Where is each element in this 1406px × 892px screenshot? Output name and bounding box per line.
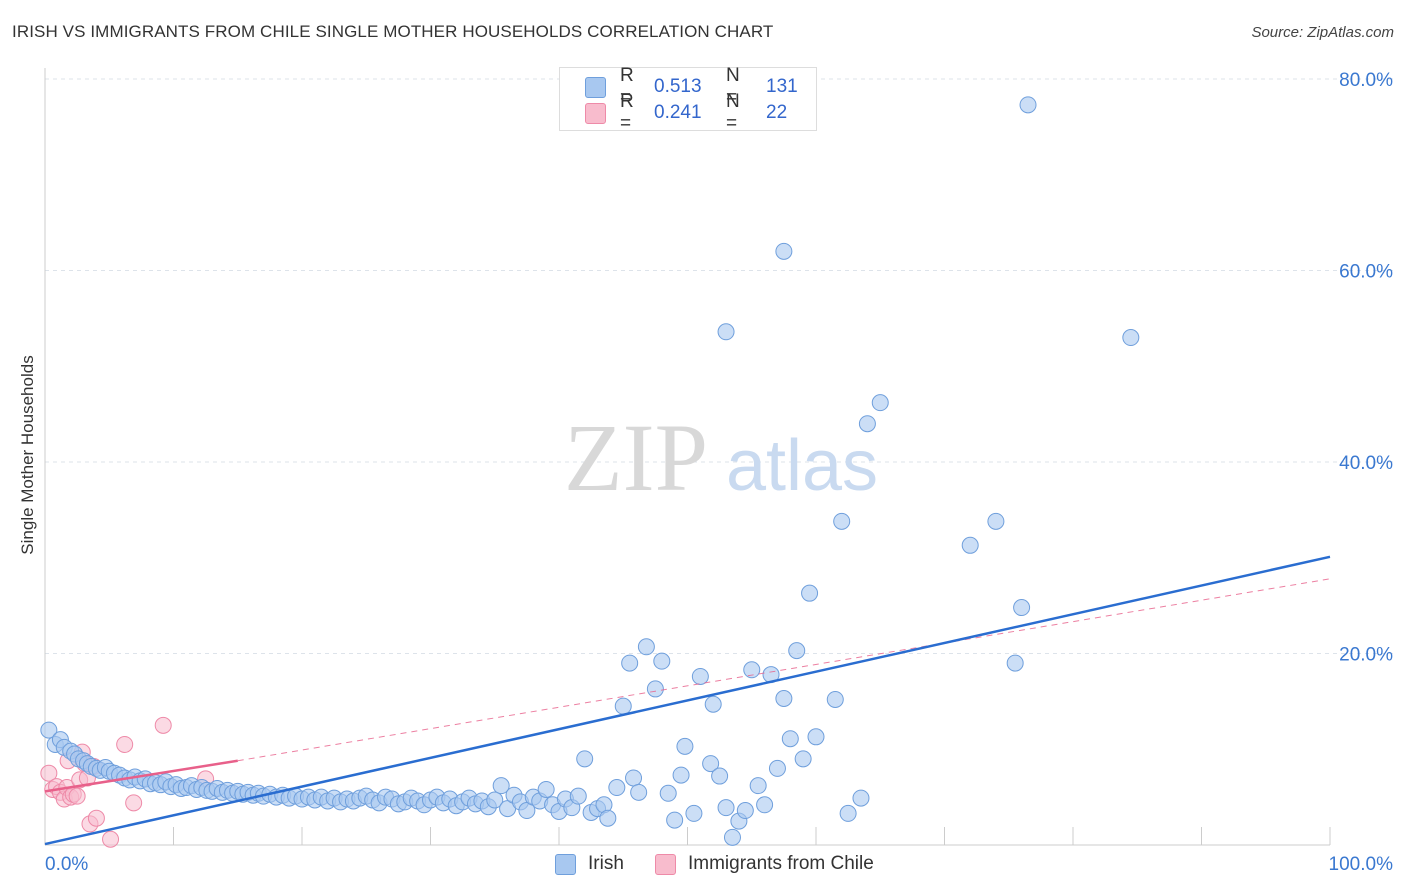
chile-trend-dashed: [237, 578, 1331, 762]
series-irish-points: [40, 96, 1140, 846]
irish-point: [749, 777, 767, 795]
irish-point: [1006, 654, 1024, 672]
chile-point: [87, 809, 105, 827]
bottom-chile-swatch: [655, 853, 676, 875]
irish-point: [646, 680, 664, 698]
irish-point: [743, 661, 761, 679]
chile-point: [116, 735, 134, 753]
irish-point: [717, 799, 735, 817]
irish-point: [486, 791, 504, 809]
axes: [44, 68, 1331, 846]
irish-point: [826, 690, 844, 708]
grid-lines: [45, 78, 1395, 654]
irish-point: [608, 779, 626, 797]
irish-point: [1019, 96, 1037, 114]
irish-point: [621, 654, 639, 672]
bottom-irish-swatch: [555, 853, 576, 875]
y-tick-label: 80.0%: [1339, 70, 1393, 91]
irish-point: [659, 784, 677, 802]
irish-point: [702, 755, 720, 773]
watermark-zip: ZIP: [564, 404, 708, 511]
tick-labels: 20.0% 40.0% 60.0% 80.0% 0.0% 100.0%: [45, 70, 1393, 875]
irish-point: [961, 536, 979, 554]
irish-point: [858, 415, 876, 433]
irish-point: [768, 759, 786, 777]
chile-trend-line: [44, 759, 238, 793]
irish-point: [630, 783, 648, 801]
irish-point: [569, 787, 587, 805]
irish-point: [492, 777, 510, 795]
chile-point: [40, 764, 58, 782]
irish-point: [775, 242, 793, 260]
irish-point: [653, 652, 671, 670]
irish-point: [807, 728, 825, 746]
irish-point: [775, 690, 793, 708]
irish-point: [736, 802, 754, 820]
irish-point: [801, 584, 819, 602]
y-tick-label: 60.0%: [1339, 262, 1393, 283]
chart-title: IRISH VS IMMIGRANTS FROM CHILE SINGLE MO…: [12, 22, 774, 41]
irish-point: [723, 828, 741, 846]
irish-point: [537, 780, 555, 798]
irish-swatch: [585, 76, 606, 98]
irish-point: [40, 721, 58, 739]
irish-point: [685, 804, 703, 822]
bottom-legend-irish: Irish: [555, 852, 624, 876]
source-label: Source: ZipAtlas.com: [1251, 24, 1394, 41]
irish-point: [839, 804, 857, 822]
irish-point: [1013, 599, 1031, 617]
irish-point: [676, 737, 694, 755]
irish-point: [1122, 329, 1140, 347]
irish-point: [717, 323, 735, 341]
watermark-atlas: atlas: [726, 426, 878, 506]
irish-point: [666, 811, 684, 829]
irish-point: [576, 750, 594, 768]
zipatlas-watermark: ZIP atlas: [564, 404, 878, 511]
chile-point: [154, 716, 172, 734]
legend-chile-n-value: 22: [766, 102, 788, 123]
bottom-chile-label: Immigrants from Chile: [688, 853, 874, 874]
chile-swatch: [585, 102, 606, 124]
legend-irish-n-value: 131: [766, 76, 798, 97]
legend-chile-r-value: 0.241: [654, 102, 702, 123]
x-tick-label-min: 0.0%: [45, 854, 88, 875]
irish-point: [672, 766, 690, 784]
irish-point: [691, 667, 709, 685]
trend-lines: [44, 555, 1331, 846]
irish-point: [788, 642, 806, 660]
legend-chile-n-label: N =: [726, 91, 740, 134]
irish-point: [711, 767, 729, 785]
correlation-legend: R = 0.513 N = 131 R = 0.241 N = 22: [559, 65, 817, 134]
irish-point: [599, 809, 617, 827]
legend-chile-r-label: R =: [620, 91, 634, 134]
irish-trend-line: [44, 555, 1331, 846]
x-tick-label-max: 100.0%: [1329, 854, 1394, 875]
irish-point: [871, 394, 889, 412]
chile-point: [68, 787, 86, 805]
irish-point: [756, 796, 774, 814]
irish-point: [637, 638, 655, 656]
chile-point: [102, 830, 120, 848]
chile-point: [125, 794, 143, 812]
irish-point: [781, 730, 799, 748]
irish-point: [794, 750, 812, 768]
irish-point: [987, 512, 1005, 530]
irish-point: [614, 697, 632, 715]
irish-point: [625, 769, 643, 787]
legend-irish-n-label: N =: [726, 65, 740, 108]
bottom-legend-chile: Immigrants from Chile: [655, 852, 874, 876]
irish-point: [704, 695, 722, 713]
legend-irish-r-label: R =: [620, 65, 634, 108]
y-tick-label: 20.0%: [1339, 645, 1393, 666]
irish-point: [833, 512, 851, 530]
bottom-irish-label: Irish: [588, 853, 624, 874]
y-tick-label: 40.0%: [1339, 453, 1393, 474]
legend-irish-r-value: 0.513: [654, 76, 702, 97]
irish-point: [852, 789, 870, 807]
